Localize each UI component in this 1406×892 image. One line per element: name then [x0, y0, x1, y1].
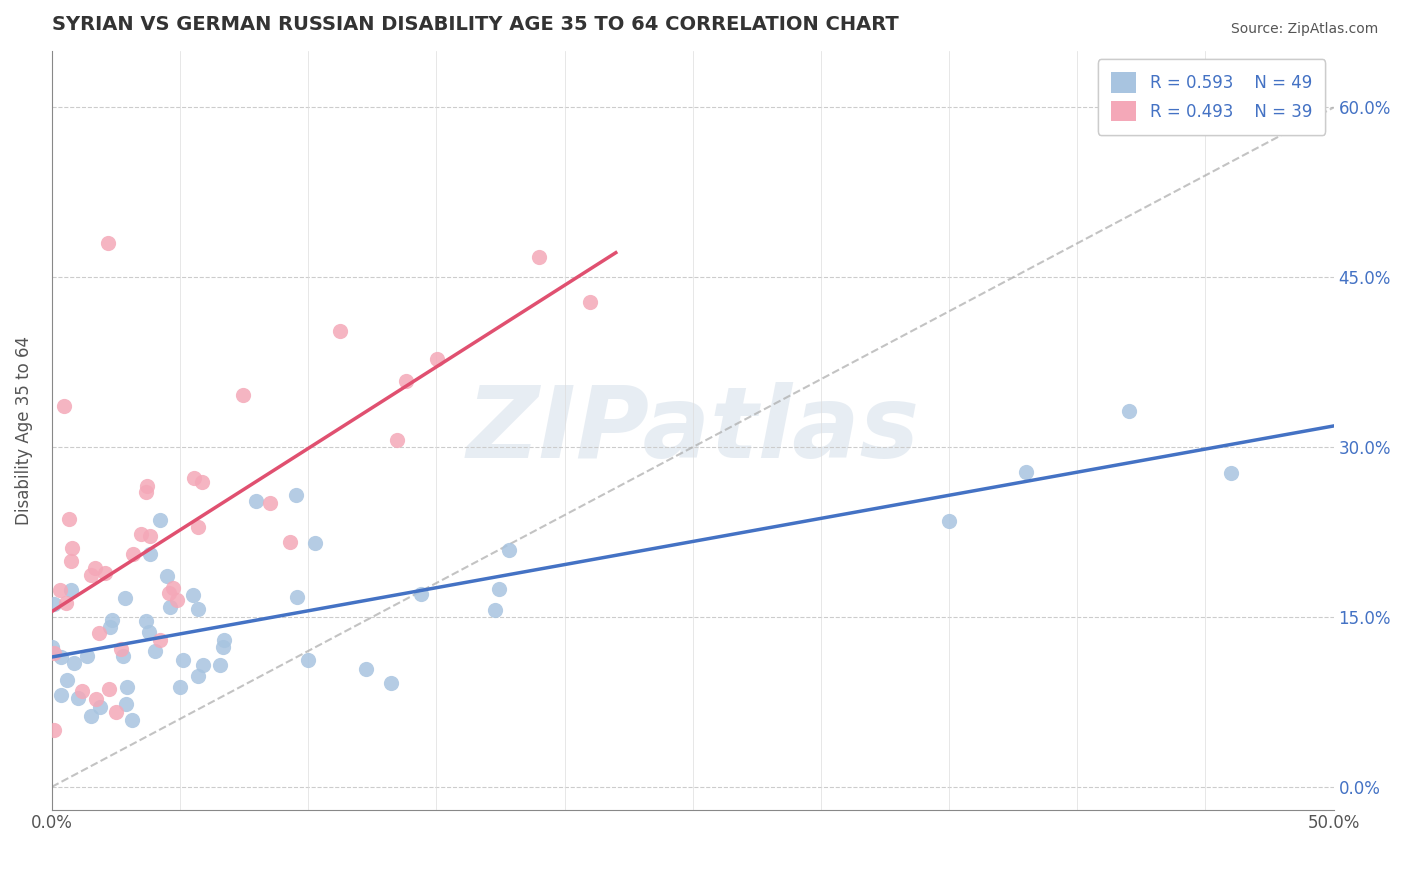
Point	[527, 250, 550, 264]
Point	[111, 649, 134, 664]
Point	[84, 692, 107, 706]
Point	[1220, 467, 1243, 481]
Point	[148, 513, 170, 527]
Point	[409, 587, 432, 601]
Point	[149, 632, 172, 647]
Point	[278, 534, 301, 549]
Point	[380, 676, 402, 690]
Point	[89, 700, 111, 714]
Point	[42, 723, 65, 738]
Point	[135, 614, 157, 628]
Point	[66, 691, 89, 706]
Point	[110, 642, 132, 657]
Point	[354, 662, 377, 676]
Point	[60, 541, 83, 555]
Y-axis label: Disability Age 35 to 64: Disability Age 35 to 64	[15, 335, 32, 524]
Point	[191, 657, 214, 672]
Point	[385, 433, 408, 447]
Point	[157, 586, 180, 600]
Point	[48, 583, 70, 598]
Point	[245, 493, 267, 508]
Point	[1118, 404, 1140, 418]
Point	[166, 592, 188, 607]
Point	[138, 624, 160, 639]
Point	[51, 650, 73, 665]
Point	[100, 614, 122, 628]
Point	[138, 529, 160, 543]
Point	[212, 632, 235, 647]
Point	[484, 603, 506, 617]
Point	[284, 487, 307, 501]
Point	[98, 620, 121, 634]
Point	[114, 697, 136, 711]
Point	[212, 640, 235, 654]
Point	[84, 560, 107, 574]
Point	[93, 566, 115, 581]
Legend: R = 0.593    N = 49, R = 0.493    N = 39: R = 0.593 N = 49, R = 0.493 N = 39	[1098, 59, 1326, 135]
Point	[169, 680, 191, 694]
Point	[143, 643, 166, 657]
Point	[162, 581, 184, 595]
Point	[156, 569, 179, 583]
Point	[329, 324, 352, 338]
Point	[187, 601, 209, 615]
Point	[297, 653, 319, 667]
Point	[183, 471, 205, 485]
Point	[135, 485, 157, 500]
Point	[395, 374, 418, 388]
Point	[498, 543, 520, 558]
Point	[121, 713, 143, 727]
Point	[80, 567, 103, 582]
Point	[117, 681, 139, 695]
Point	[232, 388, 254, 402]
Point	[59, 582, 82, 597]
Point	[76, 648, 98, 663]
Point	[938, 514, 960, 528]
Point	[53, 399, 76, 413]
Point	[63, 657, 86, 671]
Point	[59, 554, 82, 568]
Point	[259, 496, 281, 510]
Point	[129, 527, 152, 541]
Point	[104, 705, 127, 719]
Point	[208, 658, 231, 673]
Point	[122, 547, 145, 561]
Point	[183, 588, 205, 602]
Point	[80, 708, 103, 723]
Point	[426, 351, 449, 366]
Point	[44, 646, 66, 660]
Point	[97, 236, 120, 251]
Point	[172, 653, 194, 667]
Point	[139, 547, 162, 561]
Point	[58, 512, 80, 526]
Text: Source: ZipAtlas.com: Source: ZipAtlas.com	[1230, 22, 1378, 37]
Point	[55, 596, 77, 610]
Point	[187, 669, 209, 683]
Point	[488, 582, 510, 597]
Point	[114, 591, 136, 605]
Point	[191, 475, 214, 489]
Point	[159, 599, 181, 614]
Text: SYRIAN VS GERMAN RUSSIAN DISABILITY AGE 35 TO 64 CORRELATION CHART: SYRIAN VS GERMAN RUSSIAN DISABILITY AGE …	[52, 15, 898, 34]
Point	[56, 673, 79, 687]
Point	[41, 640, 63, 655]
Point	[42, 598, 65, 612]
Point	[187, 520, 209, 534]
Point	[72, 684, 94, 698]
Point	[285, 591, 308, 605]
Point	[97, 681, 120, 696]
Point	[304, 535, 326, 549]
Point	[51, 688, 73, 702]
Text: ZIPatlas: ZIPatlas	[467, 382, 920, 479]
Point	[579, 294, 602, 309]
Point	[87, 626, 110, 640]
Point	[1015, 465, 1038, 479]
Point	[136, 479, 159, 493]
